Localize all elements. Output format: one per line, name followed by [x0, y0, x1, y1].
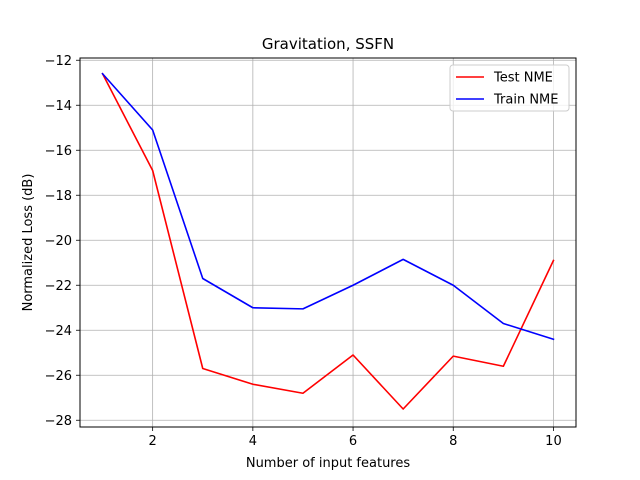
legend-label: Train NME	[493, 93, 558, 108]
legend-label: Test NME	[493, 71, 553, 86]
x-tick-label: 10	[545, 434, 562, 449]
y-tick-label: −24	[45, 324, 72, 339]
legend: Test NME Train NME	[449, 64, 570, 112]
chart-title: Gravitation, SSFN	[262, 35, 394, 53]
y-tick-label: −20	[45, 234, 72, 249]
series-line-train-nme	[101, 72, 555, 341]
grid	[80, 58, 576, 427]
y-tick-label: −12	[45, 54, 72, 69]
y-tick-label: −14	[45, 99, 72, 114]
plot-frame	[79, 57, 577, 428]
y-tick-label: −28	[45, 414, 72, 429]
x-tick-label: 2	[149, 434, 157, 449]
y-tick-label: −16	[45, 144, 72, 159]
plot-series	[101, 72, 555, 410]
series-line-test-nme	[101, 72, 555, 410]
y-tick-label: −18	[45, 189, 72, 204]
x-tick-label: 6	[349, 434, 357, 449]
x-axis-title: Number of input features	[246, 456, 411, 471]
x-tick-label: 4	[249, 434, 257, 449]
y-tick-label: −22	[45, 279, 72, 294]
x-tick-label: 8	[449, 434, 457, 449]
y-tick-label: −26	[45, 369, 72, 384]
y-axis-title: Normalized Loss (dB)	[21, 174, 36, 312]
axis-ticks: 2 4 6 8 10 −12 −14 −16 −18 −20 −22 −24 −26 −28	[45, 54, 562, 449]
